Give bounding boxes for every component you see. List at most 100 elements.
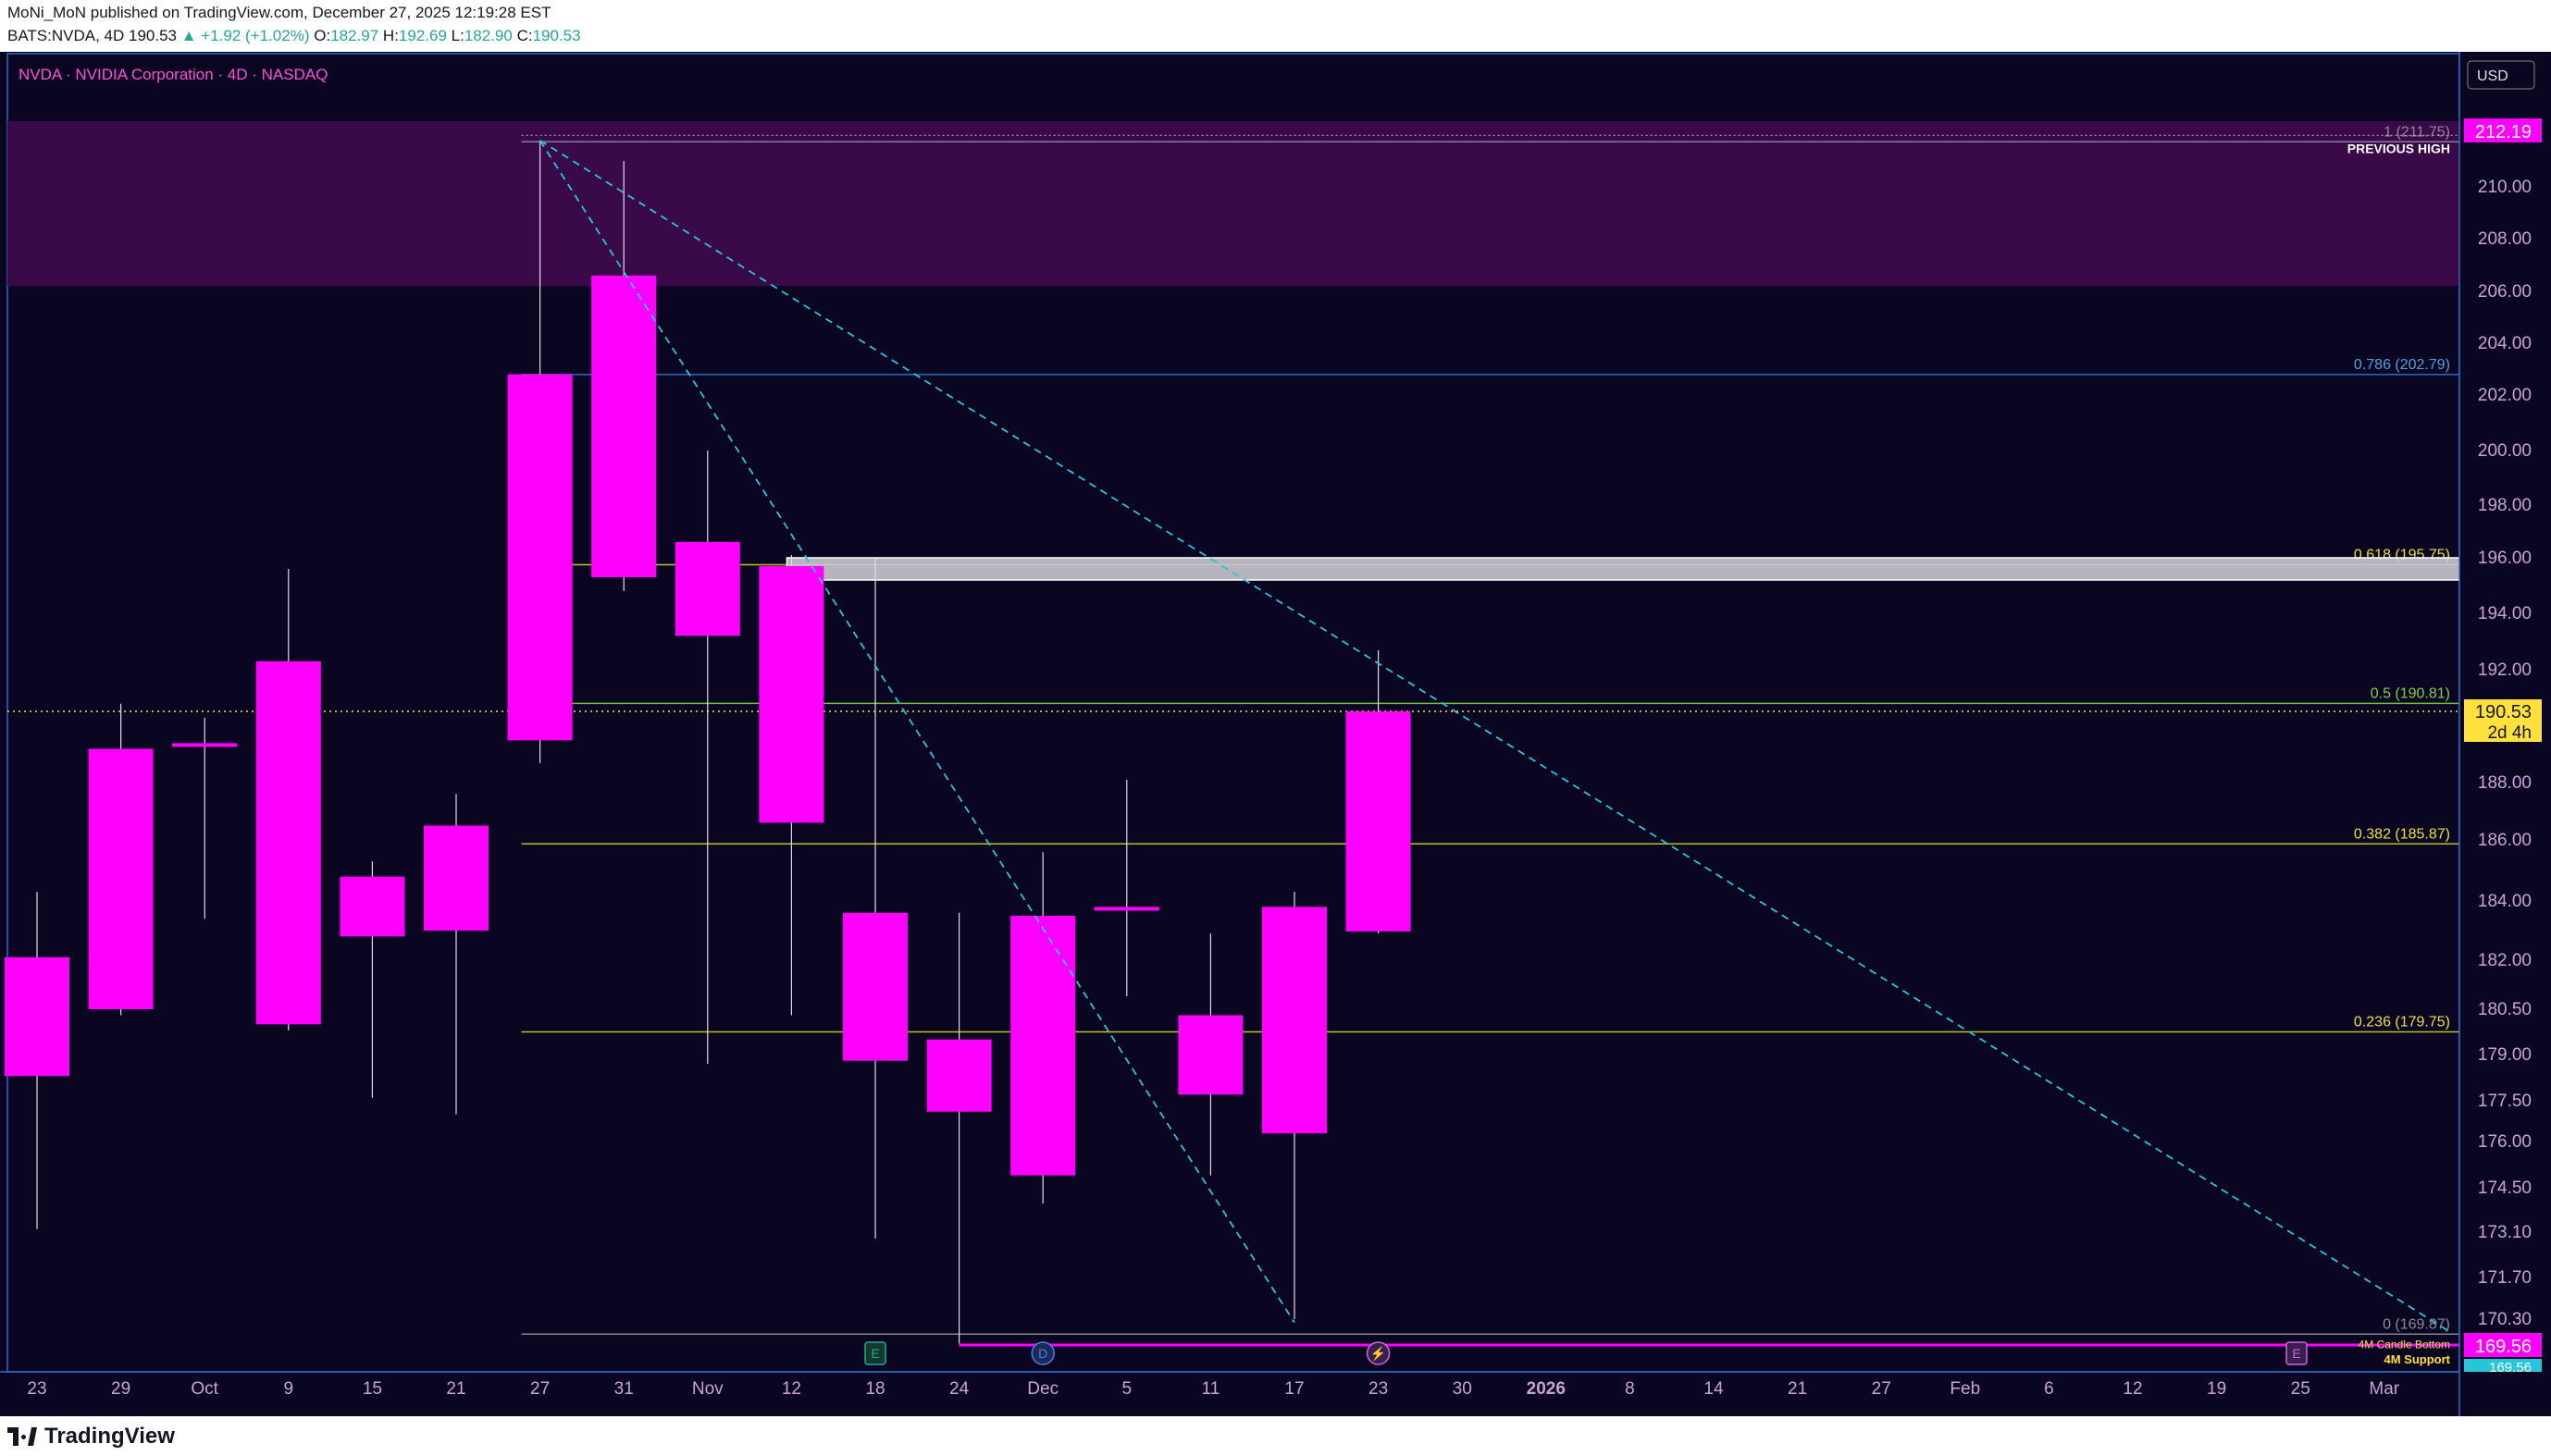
close-value: 190.53 [532,27,581,44]
x-tick-label: 24 [949,1379,970,1399]
fib-label-0-786: 0.786 (202.79) [2354,357,2450,373]
gray-supply-zone [786,557,2460,581]
split-marker-label: ⚡ [1370,1346,1386,1362]
y-tick-label: 198.00 [2478,496,2532,515]
high-price-badge-text: 212.19 [2475,122,2532,142]
x-tick-label: 30 [1453,1379,1472,1399]
last-price: 190.53 [129,27,178,44]
support-label: 4M Support [2384,1352,2451,1366]
y-tick-label: 196.00 [2478,549,2532,568]
current-price-badge [2464,699,2542,742]
candle-body[interactable] [255,660,321,1025]
x-tick-label: 8 [1625,1379,1635,1399]
candle-body[interactable] [172,743,238,747]
support-price-badge [2464,1333,2542,1357]
high-label: H: [382,27,399,44]
y-tick-label: 194.00 [2478,604,2532,623]
y-tick-label: 204.00 [2478,334,2532,353]
x-tick-label: 23 [1368,1379,1388,1399]
x-tick-label: 11 [1202,1379,1220,1399]
candle-body[interactable] [1345,711,1411,932]
y-tick-label: 206.00 [2478,282,2532,302]
fib-label-1: 1 (211.75) [2384,124,2450,140]
dividend-marker[interactable] [1031,1341,1055,1365]
candle-body[interactable] [926,1039,992,1112]
tradingview-logo-icon [7,1427,39,1446]
candle-body[interactable] [88,748,154,1009]
low-price-badge [2464,1359,2542,1372]
y-tick-label: 184.00 [2478,892,2532,911]
previous-high-label: PREVIOUS HIGH [2347,141,2450,155]
y-tick-label: 210.00 [2478,178,2532,197]
support-price-badge-text: 169.56 [2475,1337,2532,1357]
current-price-badge-text: 190.53 [2475,702,2532,722]
x-tick-label-year: 2026 [1527,1379,1566,1399]
candle-body[interactable] [1010,916,1076,1176]
candle-body[interactable] [340,876,405,937]
close-label: C: [516,27,533,44]
y-tick-label: 192.00 [2478,660,2532,680]
x-tick-label: 17 [1284,1379,1304,1399]
earnings-marker-label: E [871,1346,879,1361]
tradingview-logo-text: TradingView [44,1424,175,1449]
ohlc-line: BATS:NVDA, 4D 190.53 ▲ +1.92 (+1.02%) O:… [7,27,581,45]
currency-selector[interactable] [2467,60,2535,90]
low-label: L: [451,27,464,44]
candle-body[interactable] [675,541,740,636]
y-tick-label: 176.00 [2478,1132,2532,1152]
candle-body[interactable] [1178,1015,1244,1095]
low-value: 182.90 [464,27,513,44]
high-price-badge [2464,118,2542,142]
x-tick-label: 29 [111,1379,130,1399]
earnings-marker-future-label: E [2292,1346,2300,1361]
earnings-marker[interactable] [864,1341,886,1365]
y-tick-label: 186.00 [2478,831,2532,850]
x-tick-label: Feb [1950,1379,1980,1399]
countdown-text: 2d 4h [2487,723,2532,743]
currency-label: USD [2477,68,2508,84]
candle-body[interactable] [507,374,573,741]
chart-title: NVDA · NVIDIA Corporation · 4D · NASDAQ [19,66,328,83]
fib-label-0-382: 0.382 (185.87) [2354,826,2450,842]
x-tick-label: 18 [865,1379,885,1399]
x-tick-label: 12 [782,1379,801,1399]
candle-body[interactable] [591,275,657,577]
candle-body[interactable] [5,956,69,1077]
candle-body[interactable] [843,912,908,1061]
split-marker[interactable] [1366,1341,1391,1365]
y-tick-label: 179.00 [2478,1045,2532,1065]
x-tick-label: 12 [2123,1379,2142,1399]
y-tick-label: 173.10 [2478,1223,2532,1242]
trendline-short [539,140,1295,1324]
candle-body[interactable] [1262,907,1327,1134]
y-tick-label: 177.50 [2478,1092,2532,1111]
open-label: O: [314,27,331,44]
candle-body[interactable] [1094,907,1159,911]
low-price-badge-text: 169.56 [2489,1360,2532,1376]
symbol-label: BATS:NVDA, 4D [7,27,125,44]
candle-bottom-label: 4M Candle Bottom [2359,1338,2450,1351]
candle-body[interactable] [424,825,489,932]
x-tick-label: 21 [446,1379,465,1399]
y-tick-label: 171.70 [2478,1268,2532,1288]
price-change: ▲ +1.92 (+1.02%) [180,27,310,44]
y-tick-label: 174.50 [2478,1178,2532,1198]
tradingview-logo[interactable]: TradingView [7,1424,175,1450]
price-chart[interactable]: NVDA · NVIDIA Corporation · 4D · NASDAQ 1… [0,52,2551,1416]
x-tick-label: Dec [1027,1379,1059,1399]
x-tick-label: 15 [363,1379,382,1399]
y-tick-label: 202.00 [2478,386,2532,405]
x-tick-label: 21 [1788,1379,1807,1399]
x-tick-label: Mar [2369,1379,2399,1399]
earnings-marker-future[interactable] [2285,1341,2308,1365]
y-tick-label: 188.00 [2478,773,2532,793]
x-tick-label: 25 [2291,1379,2310,1399]
high-value: 192.69 [398,27,447,44]
candle-body[interactable] [759,566,824,823]
x-tick-label: 19 [2207,1379,2226,1399]
x-tick-label: 14 [1703,1379,1724,1399]
x-tick-label: 27 [1872,1379,1891,1399]
fib-label-0-236: 0.236 (179.75) [2354,1015,2450,1030]
y-tick-label: 200.00 [2478,441,2532,461]
x-tick-label: 5 [1122,1379,1133,1399]
